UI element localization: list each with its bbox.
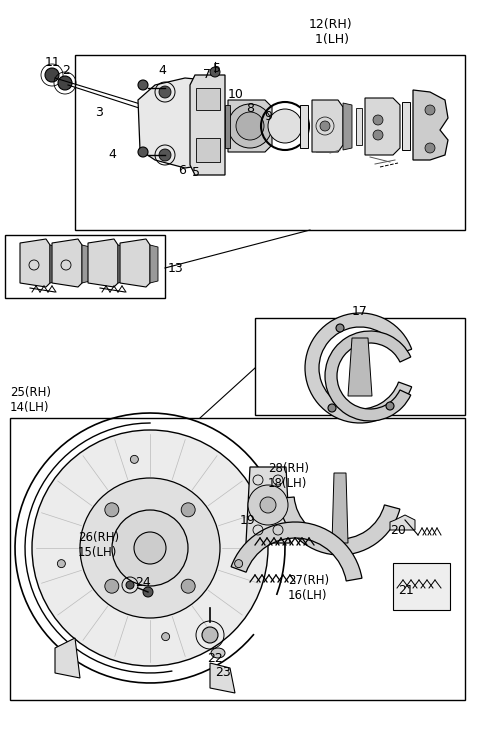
Circle shape [336,324,344,332]
Wedge shape [325,331,411,421]
Wedge shape [231,522,362,581]
Text: 17: 17 [352,305,368,318]
Circle shape [235,559,242,567]
Circle shape [162,633,169,640]
Text: 7: 7 [203,68,211,82]
Circle shape [228,104,272,148]
Text: 19: 19 [240,514,256,526]
Polygon shape [196,138,220,162]
Circle shape [373,115,383,125]
Circle shape [268,109,302,143]
Circle shape [80,478,220,618]
Circle shape [248,485,288,525]
Polygon shape [120,239,150,287]
Circle shape [134,532,166,564]
Polygon shape [210,663,235,693]
Circle shape [159,86,171,98]
Text: 28(RH)
18(LH): 28(RH) 18(LH) [268,462,309,490]
Polygon shape [118,245,126,283]
Ellipse shape [211,648,225,658]
Text: 26(RH)
15(LH): 26(RH) 15(LH) [78,531,119,559]
Text: 21: 21 [398,584,414,596]
Polygon shape [332,473,348,543]
Text: 13: 13 [168,261,184,275]
Polygon shape [228,100,272,152]
Polygon shape [246,467,290,543]
Circle shape [138,80,148,90]
Polygon shape [365,98,400,155]
Bar [10,418,465,700]
Circle shape [373,130,383,140]
Text: 5: 5 [213,62,221,74]
Bar [255,318,465,415]
Circle shape [236,112,264,140]
Text: 3: 3 [95,105,103,118]
Text: 27(RH)
16(LH): 27(RH) 16(LH) [288,574,329,602]
Text: 6: 6 [178,163,186,177]
Circle shape [159,149,171,161]
Text: 12(RH)
 1(LH): 12(RH) 1(LH) [308,18,352,46]
Circle shape [210,67,220,77]
Circle shape [126,581,134,589]
Circle shape [58,559,65,567]
Circle shape [260,497,276,513]
Text: 2: 2 [62,64,70,77]
Circle shape [32,430,268,666]
Polygon shape [150,245,158,283]
Text: 9: 9 [264,110,272,122]
Text: 25(RH)
14(LH): 25(RH) 14(LH) [10,386,51,414]
Circle shape [181,503,195,517]
Circle shape [143,587,153,597]
Text: 11: 11 [45,56,61,69]
Bar [393,563,450,610]
Circle shape [386,402,394,410]
Polygon shape [82,245,90,283]
Circle shape [138,147,148,157]
Circle shape [45,68,59,82]
Circle shape [58,76,72,90]
Bar [5,235,165,298]
Polygon shape [88,239,118,287]
Polygon shape [50,245,58,283]
Circle shape [105,503,119,517]
Polygon shape [138,78,205,168]
Circle shape [202,627,218,643]
Polygon shape [402,102,410,150]
Circle shape [105,579,119,593]
Polygon shape [413,90,448,160]
Circle shape [320,121,330,131]
Text: 23: 23 [215,665,231,679]
Wedge shape [278,497,400,555]
Polygon shape [343,103,352,150]
Polygon shape [348,338,372,396]
Polygon shape [55,638,80,678]
Polygon shape [312,100,343,152]
Circle shape [112,510,188,586]
Polygon shape [225,105,230,148]
Text: 10: 10 [228,88,244,102]
Text: 5: 5 [192,166,200,180]
Polygon shape [196,88,220,110]
Circle shape [131,456,138,464]
Polygon shape [20,239,50,287]
Polygon shape [300,105,308,148]
Polygon shape [390,515,415,530]
Polygon shape [190,75,225,175]
Text: 4: 4 [158,63,166,77]
Text: 24: 24 [135,576,151,589]
Polygon shape [52,239,82,287]
Text: 20: 20 [390,523,406,537]
Wedge shape [305,313,412,423]
Text: 4: 4 [108,149,116,161]
Text: 8: 8 [246,102,254,115]
Text: 22: 22 [207,651,223,665]
Circle shape [425,105,435,115]
Circle shape [425,143,435,153]
Circle shape [181,579,195,593]
Circle shape [328,404,336,412]
Polygon shape [356,108,362,145]
Bar [75,55,465,230]
